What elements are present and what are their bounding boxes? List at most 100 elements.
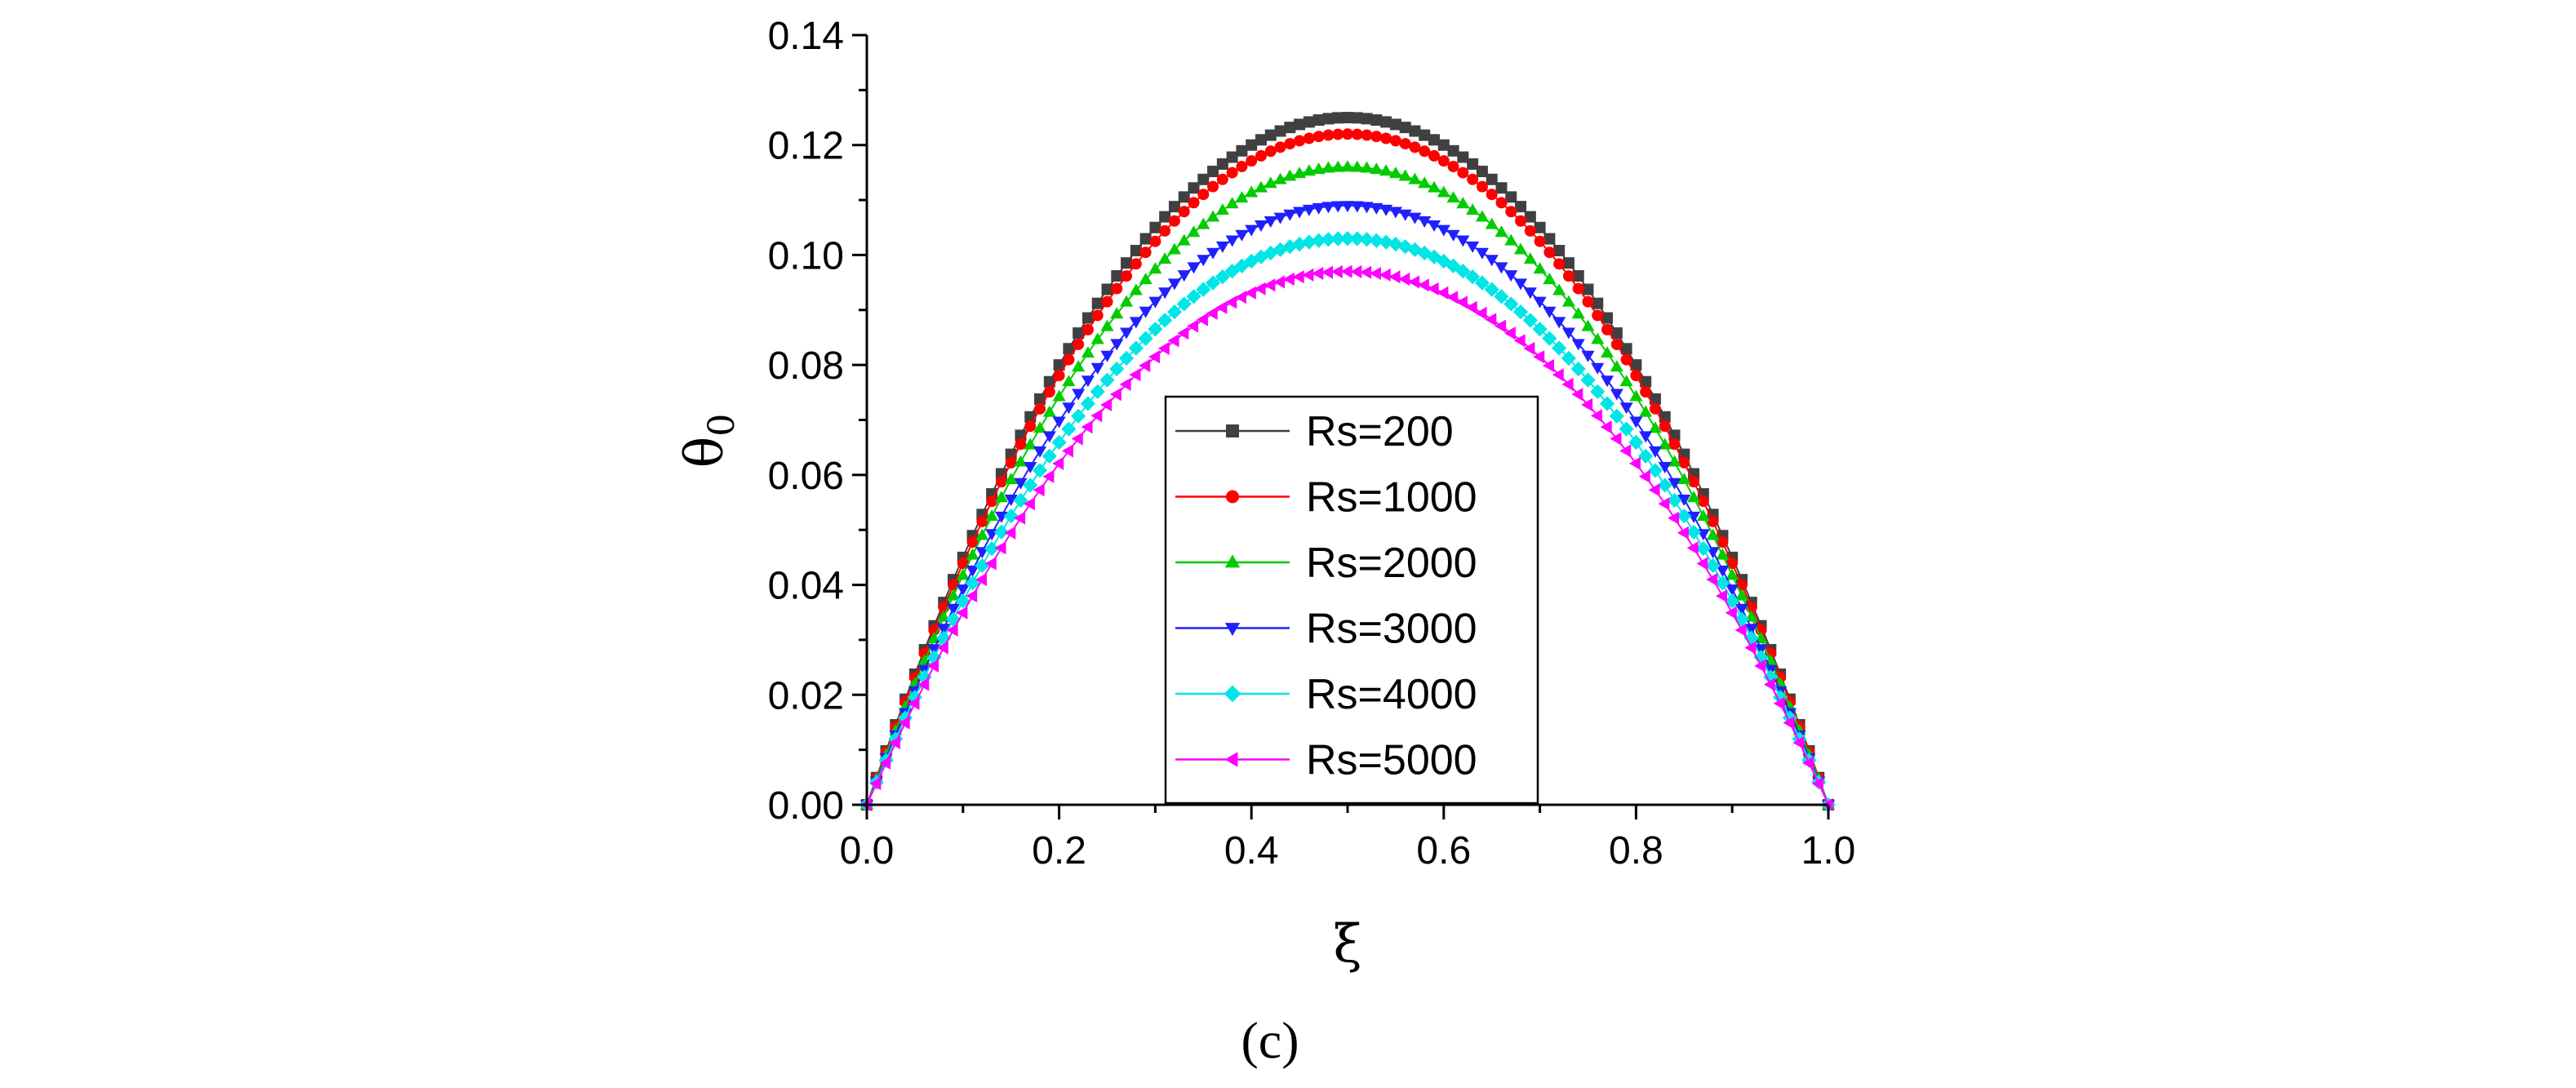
data-point	[1639, 405, 1653, 417]
data-point	[1677, 494, 1691, 506]
data-point	[1072, 389, 1086, 401]
data-point	[1264, 278, 1276, 292]
data-point	[1321, 232, 1336, 247]
data-point	[1582, 283, 1594, 295]
data-point	[956, 584, 970, 597]
data-point	[1246, 155, 1258, 167]
data-point	[1129, 283, 1143, 295]
data-point	[1139, 246, 1152, 259]
data-point	[1340, 201, 1355, 213]
data-point	[1667, 492, 1682, 508]
data-point	[1725, 584, 1739, 597]
y-axis-ticks: 0.00 0.02 0.04 0.06 0.08 0.10 0.12 0.14	[768, 15, 867, 828]
y-tick-label: 0.06	[768, 455, 844, 498]
data-point	[1725, 568, 1739, 580]
data-point	[1446, 291, 1459, 304]
data-point	[1592, 309, 1604, 322]
data-point	[1100, 397, 1113, 412]
data-point	[1139, 358, 1151, 372]
data-point	[1138, 331, 1153, 346]
data-point	[1042, 405, 1056, 417]
data-point	[1389, 118, 1401, 131]
data-point	[1215, 300, 1228, 314]
data-point	[1301, 234, 1317, 250]
data-point	[1332, 112, 1344, 124]
data-point	[1361, 113, 1373, 125]
data-point	[1504, 270, 1518, 282]
data-point	[1321, 202, 1335, 214]
data-point	[1476, 180, 1488, 193]
data-point	[1543, 306, 1557, 318]
data-point	[1678, 456, 1690, 469]
data-point	[1360, 202, 1374, 214]
data-point	[1399, 122, 1411, 134]
data-point	[1061, 421, 1077, 437]
data-point	[1408, 275, 1420, 289]
data-point	[1476, 166, 1488, 178]
data-point	[1273, 275, 1286, 289]
data-point	[1695, 541, 1711, 557]
data-point	[1427, 180, 1441, 193]
data-point	[1523, 252, 1537, 264]
data-point	[1130, 245, 1142, 257]
series-rs-2000	[859, 160, 1836, 810]
data-point	[1601, 375, 1614, 388]
data-point	[946, 603, 961, 615]
data-point	[1640, 386, 1652, 398]
data-point	[1370, 114, 1383, 127]
data-point	[1792, 735, 1805, 749]
data-point	[1119, 377, 1131, 391]
data-point	[1216, 173, 1228, 185]
data-point	[1523, 287, 1537, 300]
data-point	[984, 557, 997, 571]
data-point	[1572, 282, 1584, 295]
data-point	[1486, 173, 1498, 185]
data-point	[1351, 128, 1363, 140]
data-point	[1004, 526, 1016, 540]
data-point	[1640, 375, 1652, 388]
data-point	[1600, 420, 1612, 434]
data-point	[994, 511, 1008, 523]
data-point	[936, 630, 952, 646]
plot-area: 0.0 0.2 0.4 0.6 0.8 1.0 0.000.020.040.060.080…	[768, 15, 1856, 873]
data-point	[1658, 462, 1672, 474]
data-point	[1226, 151, 1238, 163]
data-point	[1543, 233, 1556, 245]
data-point	[1542, 331, 1557, 346]
x-tick-label: 1.0	[1801, 829, 1856, 873]
data-point	[1361, 129, 1373, 141]
data-point	[1427, 220, 1441, 232]
legend-label: Rs=200	[1306, 408, 1454, 455]
data-point	[1186, 289, 1201, 304]
x-tick-label: 0.2	[1032, 829, 1086, 873]
data-point	[1437, 286, 1449, 300]
data-point	[1197, 173, 1210, 185]
data-point	[1245, 185, 1259, 198]
data-point	[927, 644, 941, 656]
data-point	[1409, 125, 1421, 137]
data-point	[1484, 282, 1499, 297]
data-point	[1388, 167, 1402, 179]
data-point	[1081, 420, 1093, 434]
data-point	[1034, 402, 1046, 415]
data-point	[1350, 201, 1364, 213]
data-point	[1467, 158, 1479, 170]
data-point	[1467, 173, 1479, 185]
data-point	[1475, 210, 1489, 222]
data-point	[1592, 297, 1604, 309]
data-point	[1302, 268, 1314, 282]
data-point	[1264, 145, 1277, 158]
data-point	[1188, 197, 1200, 209]
legend: Rs=200 Rs=1000 Rs=2000 Rs=3000 Rs=4000 Rs=500…	[1164, 395, 1539, 805]
data-point	[1015, 438, 1027, 451]
data-point	[1073, 327, 1085, 340]
data-point	[1255, 149, 1267, 162]
data-point	[1158, 287, 1172, 300]
data-point	[1128, 340, 1144, 356]
data-point	[1303, 116, 1315, 128]
data-point	[1610, 338, 1623, 350]
data-point	[1707, 515, 1719, 527]
data-point	[1110, 307, 1124, 319]
data-point	[1013, 492, 1028, 508]
